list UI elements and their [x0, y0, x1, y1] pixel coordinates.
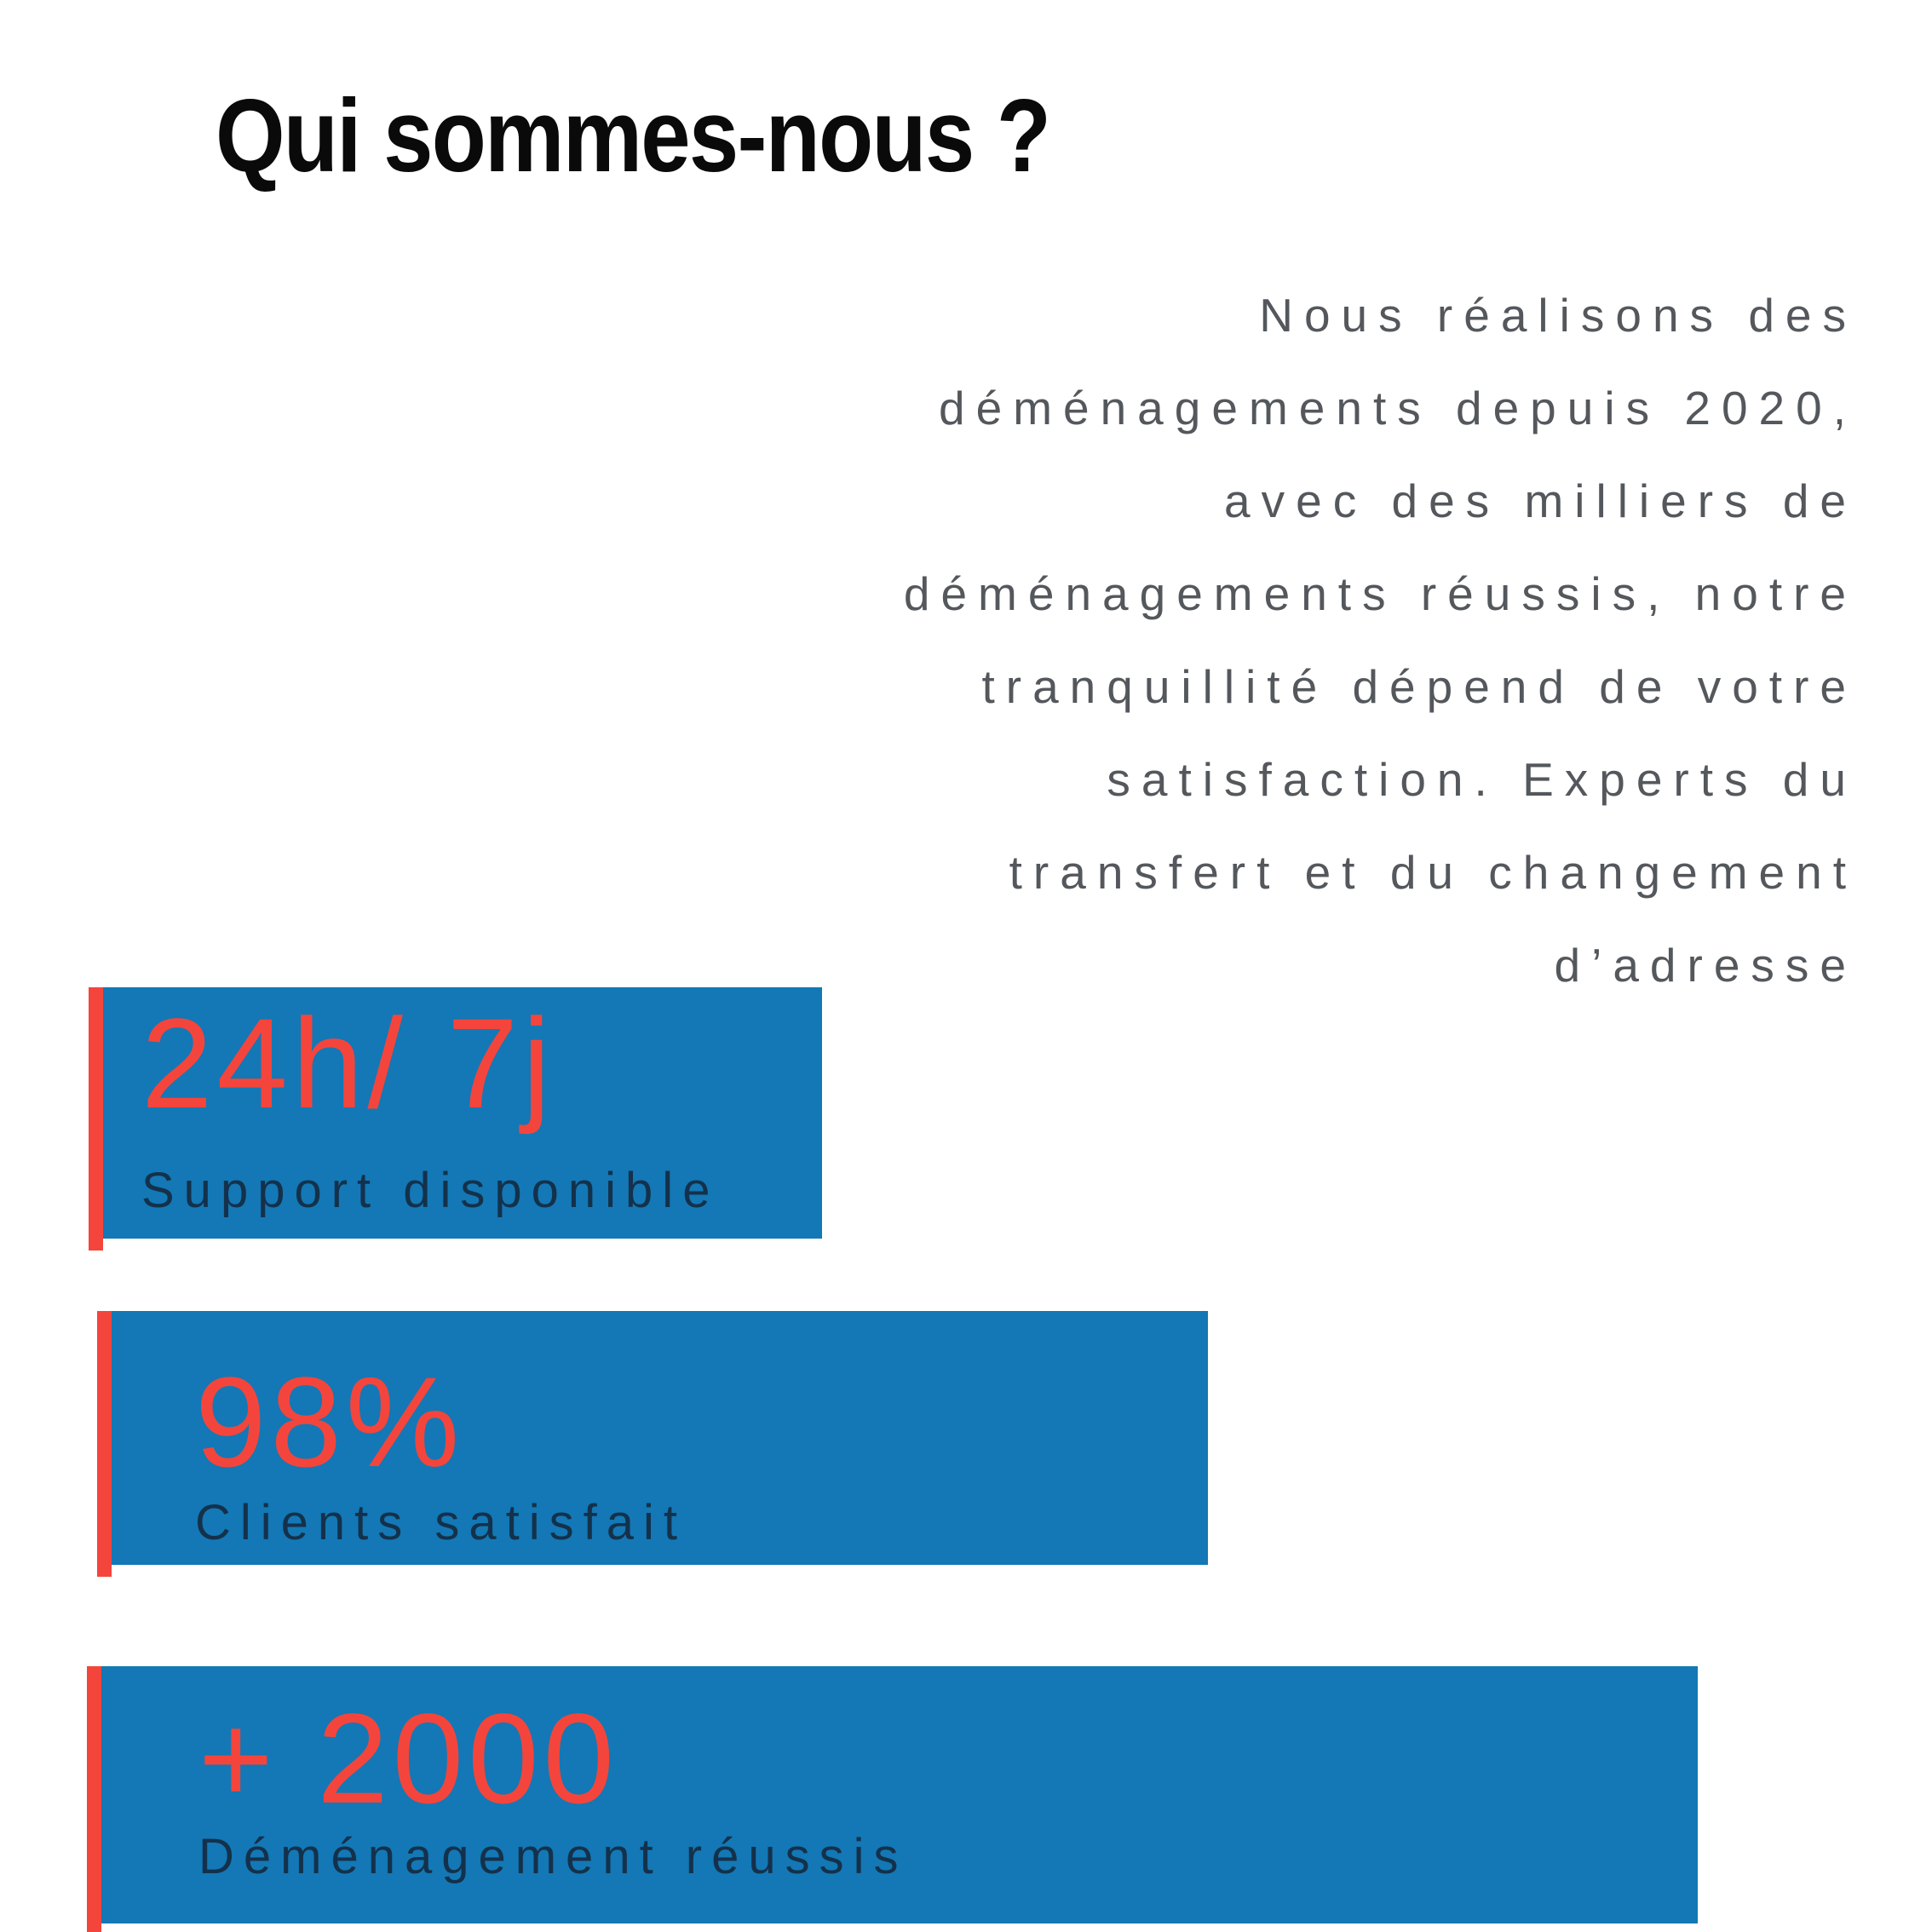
stat-value: 98%: [195, 1350, 464, 1493]
intro-line: d’adresse: [1554, 939, 1857, 992]
stat-label: Déménagement réussis: [198, 1829, 908, 1884]
stat-value: + 2000: [198, 1687, 618, 1830]
intro-line: transfert et du changement: [1009, 846, 1857, 899]
intro-line: déménagements réussis, notre: [903, 567, 1857, 620]
page-title: Qui sommes-nous ?: [216, 78, 1051, 193]
intro-line: satisfaction. Experts du: [1107, 753, 1857, 806]
stat-label: Clients satisfait: [195, 1495, 687, 1550]
intro-line: déménagements depuis 2020,: [939, 382, 1857, 434]
stat-card-moves: + 2000 Déménagement réussis: [87, 1666, 1698, 1932]
stat-label: Support disponible: [141, 1163, 720, 1218]
intro-line: avec des milliers de: [1224, 474, 1857, 527]
stat-card-support: 24h/ 7j Support disponible: [89, 987, 822, 1251]
intro-line: tranquillité dépend de votre: [981, 660, 1857, 713]
red-accent-bar: [97, 1311, 112, 1577]
stat-value: 24h/ 7j: [141, 992, 555, 1135]
red-accent-bar: [87, 1666, 101, 1932]
intro-line: Nous réalisons des: [1259, 289, 1857, 342]
red-accent-bar: [89, 987, 103, 1251]
stat-card-satisfaction: 98% Clients satisfait: [97, 1311, 1208, 1577]
intro-paragraph: Nous réalisons des déménagements depuis …: [904, 269, 1857, 1012]
